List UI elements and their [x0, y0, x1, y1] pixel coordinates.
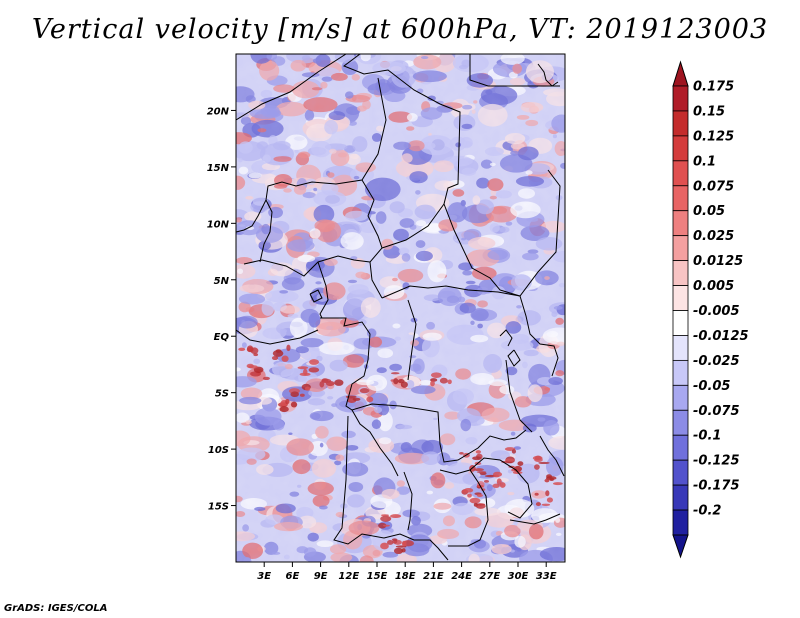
colorbar-swatch	[672, 434, 689, 461]
colorbar-label: -0.075	[693, 404, 740, 419]
lat-tick-label: 5S	[215, 389, 229, 400]
latitude-axis: 20N 15N 10N 5N EQ 5S 10S 15S	[207, 106, 236, 513]
colorbar-swatch	[672, 335, 689, 361]
colorbar-label: -0.005	[693, 304, 740, 319]
colorbar: 0.175 0.15 0.125 0.1 0.075 0.05 0.025 0.0125 0.0…	[672, 60, 749, 559]
lon-tick-label: 18E	[395, 571, 416, 582]
colorbar-label: 0.005	[693, 279, 734, 294]
colorbar-label: -0.025	[693, 354, 740, 369]
colorbar-label: 0.05	[693, 204, 725, 219]
colorbar-swatch	[672, 185, 689, 212]
chart-title: Vertical velocity [m/s] at 600hPa, VT: 2…	[31, 14, 769, 45]
colorbar-swatch	[672, 85, 689, 112]
lat-tick-label: EQ	[214, 332, 230, 343]
lat-tick-label: 10S	[208, 445, 229, 456]
colorbar-swatch	[672, 459, 689, 486]
lon-tick-label: 6E	[286, 571, 300, 582]
colorbar-swatch	[672, 384, 689, 411]
lat-tick-label: 15S	[208, 502, 229, 513]
country-borders	[236, 54, 565, 561]
colorbar-top-arrow	[672, 60, 689, 87]
lon-tick-label: 24E	[451, 571, 472, 582]
map-frame	[235, 53, 566, 563]
lon-tick-label: 3E	[257, 571, 271, 582]
colorbar-label: -0.05	[693, 379, 730, 394]
lat-tick-label: 5N	[214, 276, 230, 287]
colorbar-bottom-arrow	[672, 534, 689, 559]
colorbar-swatch	[672, 210, 689, 237]
lon-tick-label: 27E	[479, 571, 500, 582]
colorbar-label: 0.025	[693, 229, 734, 244]
lon-tick-label: 12E	[338, 571, 359, 582]
lat-tick-label: 15N	[207, 163, 230, 174]
colorbar-label: 0.0125	[693, 254, 743, 269]
colorbar-label: 0.125	[693, 129, 734, 144]
colorbar-swatch	[672, 359, 689, 386]
longitude-axis: 3E 6E 9E 12E 15E 18E 21E 24E 27E 30E 33E	[257, 562, 557, 582]
colorbar-label: 0.175	[693, 80, 734, 95]
colorbar-label: -0.175	[693, 479, 740, 494]
colorbar-swatch	[672, 409, 689, 436]
lat-tick-label: 20N	[207, 106, 230, 117]
colorbar-label: 0.075	[693, 179, 734, 194]
grads-credit: GrADS: IGES/COLA	[4, 603, 108, 614]
lon-tick-label: 33E	[536, 571, 557, 582]
colorbar-label: -0.1	[693, 429, 721, 444]
colorbar-swatch	[672, 484, 689, 511]
colorbar-label: 0.15	[693, 104, 725, 119]
colorbar-label: -0.0125	[693, 329, 749, 344]
colorbar-swatch	[672, 285, 689, 311]
colorbar-swatch	[672, 135, 689, 162]
colorbar-swatch	[672, 110, 689, 137]
velocity-field	[236, 54, 565, 562]
colorbar-swatch	[672, 235, 689, 262]
colorbar-swatch	[672, 160, 689, 187]
colorbar-swatch	[672, 509, 689, 536]
colorbar-swatch	[672, 260, 689, 286]
lon-tick-label: 9E	[314, 571, 328, 582]
colorbar-swatch	[672, 310, 689, 336]
colorbar-label: 0.1	[693, 154, 716, 169]
colorbar-label: -0.2	[693, 504, 721, 519]
lon-tick-label: 15E	[367, 571, 388, 582]
lon-tick-label: 30E	[508, 571, 529, 582]
colorbar-label: -0.125	[693, 454, 740, 469]
lat-tick-label: 10N	[207, 219, 230, 230]
lon-tick-label: 21E	[423, 571, 444, 582]
